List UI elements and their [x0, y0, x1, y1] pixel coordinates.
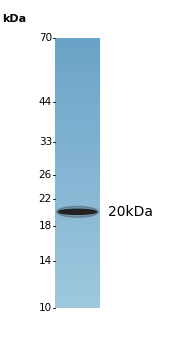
Text: 18: 18 — [39, 221, 52, 232]
Text: 33: 33 — [39, 137, 52, 147]
Text: 10: 10 — [39, 303, 52, 313]
Text: 22: 22 — [39, 193, 52, 204]
Text: 14: 14 — [39, 256, 52, 266]
Ellipse shape — [58, 209, 96, 214]
Text: 20kDa: 20kDa — [108, 205, 153, 219]
Text: kDa: kDa — [2, 14, 26, 24]
Text: 70: 70 — [39, 33, 52, 43]
Ellipse shape — [57, 206, 98, 217]
Text: 26: 26 — [39, 171, 52, 180]
Text: 44: 44 — [39, 97, 52, 108]
